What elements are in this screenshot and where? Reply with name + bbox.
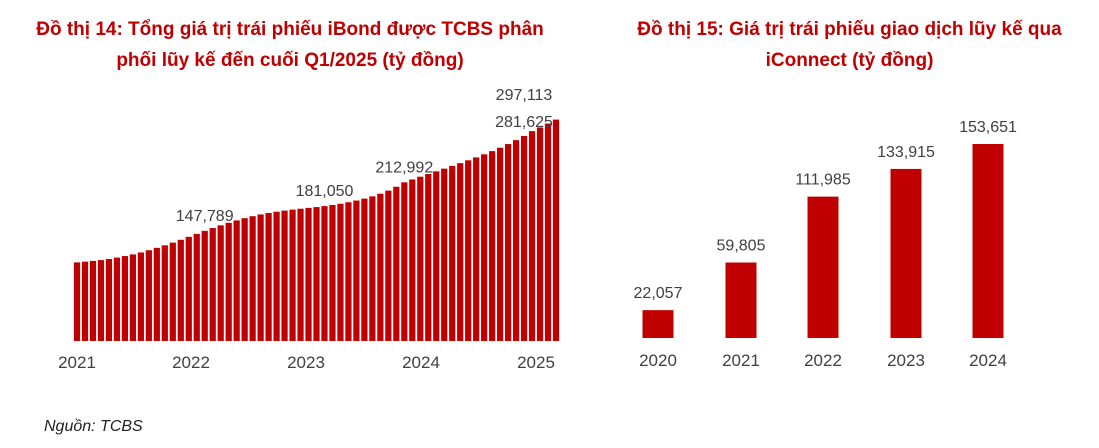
x-tick-label-2021: 2021 <box>58 353 96 372</box>
bar-29 <box>305 207 312 341</box>
bar-2022 <box>807 196 839 338</box>
bar-33 <box>337 203 344 341</box>
bar-9 <box>145 250 152 341</box>
bar-0 <box>73 262 81 341</box>
chart-title-left-line-1: Đồ thị 14: Tổng giá trị trái phiếu iBond… <box>36 19 544 40</box>
bar-22 <box>249 216 256 341</box>
bar-41 <box>401 182 408 341</box>
bar-50 <box>473 157 480 341</box>
bar-17 <box>209 228 216 341</box>
bar-49 <box>465 160 472 341</box>
bar-4 <box>105 259 113 341</box>
bar-7 <box>129 254 136 341</box>
bar-2020 <box>642 310 674 338</box>
bar-45 <box>433 171 440 341</box>
bar-57 <box>528 131 536 341</box>
bar-8 <box>137 252 144 341</box>
bar-52 <box>489 151 496 341</box>
data-label-2023: 133,915 <box>877 144 935 161</box>
iconnect-cumulative-chart: 22,057 2020 59,805 2021 111,985 2022 133,915 20… <box>634 119 1017 370</box>
bar-19 <box>225 222 232 341</box>
bar-32 <box>329 205 336 341</box>
bar-54 <box>504 144 512 341</box>
bar-15 <box>193 233 200 341</box>
chart-title-left-line-2: phối lũy kế đến cuối Q1/2025 (tỷ đồng) <box>116 50 464 71</box>
bar-5 <box>113 257 121 341</box>
bar-2023 <box>890 168 922 338</box>
data-label-16: 147,789 <box>176 208 234 225</box>
bar-14 <box>185 236 192 341</box>
bar-18 <box>217 225 224 341</box>
bar-51 <box>481 154 488 341</box>
bar-48 <box>457 163 464 341</box>
bar-58 <box>536 127 544 341</box>
bar-6 <box>121 256 129 341</box>
bar-2024 <box>972 144 1004 338</box>
bar-42 <box>409 179 416 341</box>
bar-31 <box>321 206 328 341</box>
x-tick-label-2024: 2024 <box>402 353 440 372</box>
bar-24 <box>265 212 272 341</box>
data-label-2022: 111,985 <box>795 172 851 189</box>
chart-title-right: Đồ thị 15: Giá trị trái phiếu giao dịch … <box>600 14 1099 76</box>
source-note: Nguồn: TCBS <box>44 418 143 435</box>
data-label-2024: 153,651 <box>959 119 1017 136</box>
chart-title-left: Đồ thị 14: Tổng giá trị trái phiếu iBond… <box>0 14 580 76</box>
bar-21 <box>241 218 248 341</box>
bar-20 <box>233 220 240 341</box>
bar-27 <box>289 209 296 341</box>
x-tick-label-2024: 2024 <box>969 351 1007 370</box>
bar-34 <box>345 202 352 341</box>
bar-3 <box>97 260 105 341</box>
bar-53 <box>497 147 504 341</box>
x-tick-label-2021: 2021 <box>722 351 760 370</box>
bar-28 <box>297 208 304 341</box>
bar-35 <box>353 200 360 341</box>
x-tick-label-2022: 2022 <box>172 353 210 372</box>
bar-10 <box>153 247 160 341</box>
bar-30 <box>313 207 320 341</box>
bar-11 <box>161 245 168 341</box>
bar-60 <box>552 119 560 341</box>
bar-25 <box>273 211 280 341</box>
bar-55 <box>512 140 520 341</box>
x-tick-label-2022: 2022 <box>804 351 842 370</box>
data-label-57: 281,625 <box>495 114 553 131</box>
bar-26 <box>281 210 288 341</box>
data-label-2020: 22,057 <box>634 285 683 302</box>
bar-2 <box>89 260 97 341</box>
ibond-cumulative-chart: 2021 2022 2023 2024 2025 147,789 181,050 212,99… <box>58 87 560 372</box>
x-tick-label-2020: 2020 <box>639 351 677 370</box>
data-label-60: 297,113 <box>496 87 553 104</box>
bar-56 <box>520 135 528 341</box>
bar-13 <box>177 239 184 341</box>
data-label-41: 212,992 <box>375 159 433 176</box>
x-tick-label-2023: 2023 <box>887 351 925 370</box>
data-label-2021: 59,805 <box>717 238 766 255</box>
bar-59 <box>544 123 552 341</box>
bar-36 <box>361 198 368 341</box>
bar-16 <box>201 230 208 341</box>
x-tick-label-2023: 2023 <box>287 353 325 372</box>
chart-panel-left: Đồ thị 14: Tổng giá trị trái phiếu iBond… <box>0 0 580 400</box>
bar-2021 <box>725 262 757 338</box>
chart-title-right-line-2: iConnect (tỷ đồng) <box>765 50 934 71</box>
bar-1 <box>81 261 89 341</box>
chart-panel-right: Đồ thị 15: Giá trị trái phiếu giao dịch … <box>600 0 1099 400</box>
chart-title-right-line-1: Đồ thị 15: Giá trị trái phiếu giao dịch … <box>637 19 1062 40</box>
bar-47 <box>449 165 456 341</box>
bar-46 <box>441 168 448 341</box>
bar-39 <box>385 190 392 341</box>
bar-43 <box>417 176 424 341</box>
data-label-31: 181,050 <box>296 183 354 200</box>
bar-40 <box>393 186 400 341</box>
x-tick-label-2025: 2025 <box>517 353 555 372</box>
bar-38 <box>377 193 384 341</box>
bar-37 <box>369 196 376 341</box>
bar-23 <box>257 214 264 341</box>
bar-44 <box>425 174 432 341</box>
bar-12 <box>169 242 176 341</box>
